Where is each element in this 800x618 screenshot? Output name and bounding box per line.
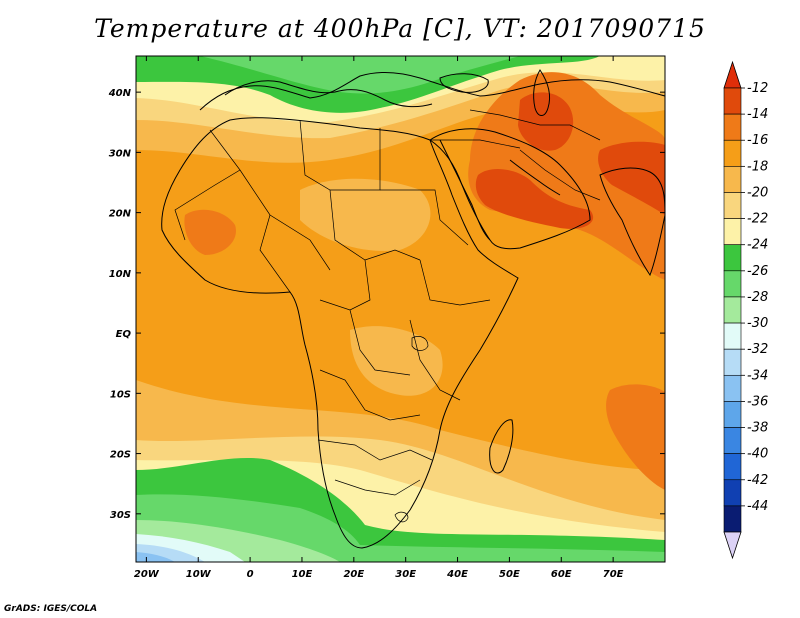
- border-11: [319, 369, 421, 421]
- lon-tick-label-8: 60E: [551, 569, 572, 580]
- colorbar-swatch-7: [723, 270, 742, 298]
- border-6: [259, 214, 291, 293]
- colorbar-swatch-5: [723, 218, 742, 246]
- temperature-field: [136, 56, 665, 562]
- border-12: [317, 439, 433, 461]
- credit-label: GrADS: IGES/COLA: [4, 604, 98, 614]
- border-9: [349, 309, 411, 376]
- lat-tick-label-4: EQ: [116, 329, 132, 340]
- field-hot-core-arabia: [475, 168, 594, 229]
- field-indian-ocean-hot: [606, 384, 665, 490]
- colorbar-swatch-10: [723, 348, 742, 376]
- colorbar-label-12: -36: [747, 394, 768, 409]
- colorbar-swatch-15: [723, 479, 742, 507]
- lon-tick-label-9: 70E: [603, 569, 624, 580]
- caspian-sea: [533, 69, 551, 116]
- border-7: [319, 259, 371, 311]
- lon-tick-label-2: 0: [247, 569, 254, 580]
- colorbar-label-2: -16: [747, 133, 768, 148]
- lon-tick-label-6: 40E: [446, 569, 468, 580]
- colorbar-swatch-3: [723, 166, 742, 193]
- colorbar-label-6: -24: [747, 238, 768, 253]
- colorbar-label-3: -18: [747, 159, 768, 174]
- field-hot-core-iran: [518, 92, 574, 151]
- colorbar-swatch-12: [723, 401, 742, 428]
- border-15: [519, 149, 601, 201]
- field-eastafrica-light: [350, 326, 443, 396]
- persian-gulf: [509, 159, 561, 196]
- border-5: [174, 169, 241, 241]
- colorbar-swatch-1: [723, 113, 742, 141]
- red-sea: [439, 139, 491, 241]
- lon-tick-label-7: 50E: [499, 569, 520, 580]
- border-8: [419, 259, 491, 306]
- field-band-north-26: [200, 56, 520, 94]
- madagascar: [489, 419, 514, 474]
- country-borders: [174, 109, 601, 523]
- colorbar-swatch-6: [723, 244, 742, 272]
- europe-coastline: [199, 71, 665, 111]
- lat-tick-label-5: 10S: [110, 389, 131, 400]
- field-westafrica-hot: [184, 209, 236, 255]
- border-3: [380, 189, 469, 246]
- field-sahel-cool: [300, 178, 431, 251]
- colorbar-swatch-4: [723, 192, 742, 219]
- arabia-coastline: [429, 128, 591, 250]
- lon-tick-label-0: 20W: [134, 569, 160, 580]
- colorbar-label-5: -22: [747, 212, 768, 227]
- colorbar-label-8: -28: [747, 290, 768, 305]
- colorbar-label-16: -44: [747, 499, 768, 514]
- colorbar: -12 -14 -16 -18 -20 -22 -24 -26 -28 -30 -32 -34 -36 -…: [723, 60, 768, 560]
- border-10: [409, 319, 461, 401]
- colorbar-swatch-9: [723, 322, 742, 350]
- colorbar-swatch-16: [723, 505, 742, 533]
- india-coastline: [599, 167, 665, 277]
- latitude-axis: 40N 30N 20N 10N EQ 10S 20S 30S: [108, 88, 665, 521]
- colorbar-label-7: -26: [747, 264, 768, 279]
- colorbar-label-14: -40: [747, 447, 768, 462]
- coastlines: [161, 69, 665, 549]
- colorbar-label-13: -38: [747, 421, 768, 436]
- colorbar-label-0: -12: [747, 81, 768, 96]
- colorbar-label-9: -30: [747, 316, 768, 331]
- lat-tick-label-7: 30S: [110, 510, 131, 521]
- colorbar-swatch-14: [723, 453, 742, 481]
- colorbar-swatch-8: [723, 296, 742, 324]
- border-16: [430, 139, 521, 149]
- colorbar-label-10: -32: [747, 342, 768, 357]
- lake-victoria: [411, 336, 429, 351]
- colorbar-label-1: -14: [747, 107, 768, 122]
- border-13: [334, 479, 421, 496]
- lat-tick-label-2: 20N: [109, 209, 132, 220]
- colorbar-label-11: -34: [747, 368, 768, 383]
- lon-tick-label-1: 10W: [186, 569, 212, 580]
- colorbar-top-arrow: [723, 60, 742, 89]
- longitude-axis: 20W 10W 0 10E 20E 30E 40E 50E 60E 70E: [134, 56, 624, 580]
- field-band-south-34: [136, 552, 175, 562]
- colorbar-swatch-0: [723, 87, 742, 115]
- colorbar-swatch-2: [723, 139, 742, 167]
- field-hot-region-14: [468, 72, 665, 280]
- map-title: Temperature at 400hPa [C], VT: 201709071…: [94, 14, 706, 43]
- colorbar-bottom-arrow: [723, 531, 742, 560]
- lesotho: [394, 511, 409, 523]
- field-hot-core-india: [598, 141, 665, 215]
- black-sea: [439, 73, 489, 93]
- lon-tick-label-4: 20E: [343, 569, 364, 580]
- border-14: [469, 109, 601, 141]
- colorbar-label-15: -42: [747, 473, 768, 488]
- lon-tick-label-5: 30E: [395, 569, 416, 580]
- lat-tick-label-6: 20S: [110, 450, 131, 461]
- mediterranean-north: [224, 80, 433, 108]
- colorbar-swatch-13: [723, 427, 742, 454]
- colorbar-label-4: -20: [747, 185, 768, 200]
- lat-tick-label-1: 30N: [109, 148, 132, 159]
- lat-tick-label-3: 10N: [109, 269, 132, 280]
- lon-tick-label-3: 10E: [292, 569, 313, 580]
- lat-tick-label-0: 40N: [108, 88, 132, 99]
- colorbar-swatch-11: [723, 374, 742, 402]
- plot-frame: [135, 55, 666, 563]
